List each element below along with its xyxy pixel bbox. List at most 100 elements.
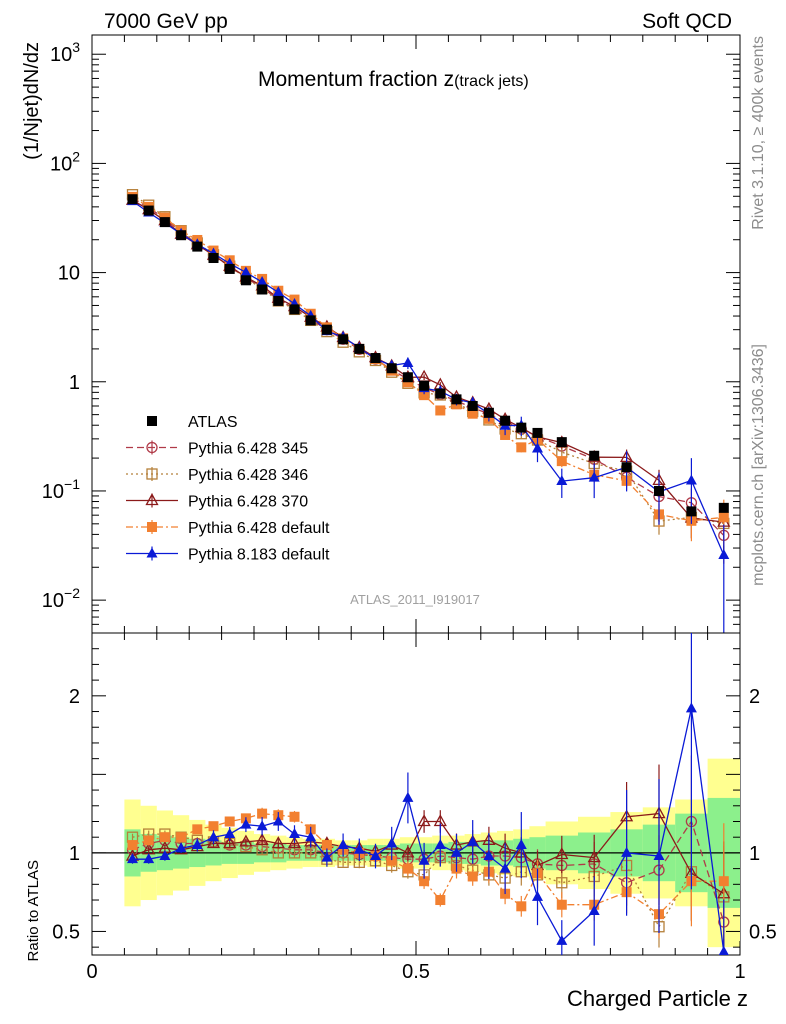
point-p6def bbox=[718, 512, 729, 523]
ratio-point-p8 bbox=[467, 835, 479, 846]
ratio-point-p6def bbox=[402, 863, 413, 874]
analysis-tag: ATLAS_2011_I919017 bbox=[350, 592, 480, 607]
point-p6def bbox=[516, 442, 527, 453]
ratio-point-p370 bbox=[206, 836, 221, 849]
ratio-point-p6def bbox=[257, 808, 268, 819]
point-atlas bbox=[686, 506, 697, 517]
chart-title-var: z bbox=[444, 68, 455, 91]
ratio-point-p8 bbox=[685, 702, 697, 713]
ratio-point-p8 bbox=[621, 846, 633, 857]
legend-label: ATLAS bbox=[188, 414, 238, 431]
point-atlas bbox=[257, 284, 268, 295]
point-p6def bbox=[467, 408, 478, 419]
ratio-point-p6def bbox=[386, 855, 397, 866]
legend-item-p8: Pythia 8.183 default bbox=[126, 546, 330, 564]
ratio-point-p8 bbox=[370, 850, 381, 861]
legend-item-p346: Pythia 6.428 346 bbox=[126, 467, 308, 484]
point-atlas bbox=[532, 427, 543, 438]
ratio-point-p8 bbox=[451, 846, 462, 857]
legend-marker bbox=[145, 493, 159, 506]
point-atlas bbox=[621, 462, 632, 473]
ratio-point-p346 bbox=[556, 877, 568, 889]
point-p6def bbox=[419, 390, 430, 401]
point-atlas bbox=[305, 315, 316, 326]
legend-item-p6def: Pythia 6.428 default bbox=[126, 520, 330, 537]
x-tick-label: 1 bbox=[734, 961, 745, 983]
ratio-tick-label: 2 bbox=[69, 686, 80, 708]
point-p6def bbox=[435, 405, 446, 416]
ratio-point-p6def bbox=[143, 835, 154, 846]
point-atlas bbox=[718, 502, 729, 513]
ratio-point-p8 bbox=[208, 831, 219, 842]
point-atlas bbox=[176, 230, 187, 241]
point-atlas bbox=[483, 407, 494, 418]
rivet-label: Rivet 3.1.10, ≥ 400k events bbox=[750, 36, 767, 230]
ratio-point-p370 bbox=[401, 845, 415, 858]
legend-marker bbox=[147, 416, 157, 426]
ratio-point-p8 bbox=[240, 818, 252, 829]
legend-marker bbox=[146, 547, 158, 558]
point-atlas bbox=[654, 485, 664, 496]
point-p8 bbox=[588, 471, 600, 482]
ratio-point-p8 bbox=[305, 831, 317, 842]
ratio-point-p8 bbox=[175, 842, 187, 853]
point-atlas bbox=[192, 241, 203, 252]
point-p8 bbox=[685, 474, 697, 485]
ratio-point-p8 bbox=[289, 828, 300, 839]
ratio-point-p8 bbox=[556, 934, 568, 945]
legend-item-atlas: ATLAS bbox=[147, 414, 238, 431]
point-atlas bbox=[143, 205, 154, 216]
point-atlas bbox=[240, 275, 251, 286]
ratio-point-p346 bbox=[305, 847, 317, 859]
point-p8 bbox=[718, 549, 730, 560]
ratio-point-p370 bbox=[271, 836, 285, 849]
point-atlas bbox=[127, 194, 138, 205]
ratio-point-p6def bbox=[321, 840, 332, 851]
point-atlas bbox=[208, 253, 219, 264]
y-tick-label: 102 bbox=[50, 148, 80, 175]
point-atlas bbox=[354, 343, 365, 354]
point-atlas bbox=[467, 400, 478, 411]
ratio-point-p8 bbox=[402, 791, 414, 802]
legend-item-p345: Pythia 6.428 345 bbox=[126, 440, 308, 458]
legend-label: Pythia 6.428 345 bbox=[188, 441, 308, 458]
mcplots-label: mcplots.cern.ch [arXiv:1306.3436] bbox=[750, 344, 767, 586]
ratio-point-p6def bbox=[435, 895, 446, 906]
ratio-point-p6def bbox=[467, 871, 478, 882]
ratio-point-p6def bbox=[208, 821, 219, 832]
y-tick-label: 10−2 bbox=[42, 585, 80, 612]
legend: ATLAS Pythia 6.428 345 Pythia 6.428 346 Pyt… bbox=[126, 414, 330, 564]
point-atlas bbox=[435, 388, 446, 399]
legend-label: Pythia 6.428 346 bbox=[188, 467, 308, 484]
ratio-series-p8 bbox=[127, 633, 729, 955]
point-p8 bbox=[240, 266, 252, 277]
ratio-tick-label-right: 2 bbox=[749, 686, 760, 708]
point-atlas bbox=[273, 295, 284, 306]
ratio-point-p8 bbox=[353, 843, 365, 854]
ratio-plot: 2 2 1 1 0.5 0.5 Ratio to ATLAS bbox=[25, 632, 777, 961]
ratio-point-p8 bbox=[191, 839, 203, 850]
point-atlas bbox=[589, 450, 600, 461]
point-p8 bbox=[532, 442, 543, 453]
ratio-point-p8 bbox=[337, 839, 349, 850]
header-right: Soft QCD bbox=[642, 10, 732, 33]
y-tick-label: 103 bbox=[50, 39, 80, 66]
legend-label: Pythia 6.428 370 bbox=[188, 494, 308, 511]
x-tick-label: 0 bbox=[86, 961, 97, 983]
point-atlas bbox=[370, 353, 381, 364]
point-atlas bbox=[338, 334, 349, 345]
ratio-point-p6def bbox=[516, 901, 527, 912]
ratio-tick-label: 0.5 bbox=[52, 921, 80, 943]
legend-marker bbox=[146, 441, 158, 454]
point-atlas bbox=[556, 437, 567, 448]
ratio-point-p8 bbox=[499, 862, 511, 873]
x-tick-label: 0.5 bbox=[402, 961, 430, 983]
ratio-point-p8 bbox=[386, 837, 398, 848]
point-atlas bbox=[402, 372, 413, 383]
legend-label: Pythia 6.428 default bbox=[188, 520, 330, 537]
ratio-point-p8 bbox=[143, 853, 155, 864]
point-atlas bbox=[224, 263, 235, 274]
ratio-point-p8 bbox=[321, 851, 333, 862]
ratio-point-p370 bbox=[287, 836, 302, 849]
ratio-point-p8 bbox=[127, 853, 138, 864]
